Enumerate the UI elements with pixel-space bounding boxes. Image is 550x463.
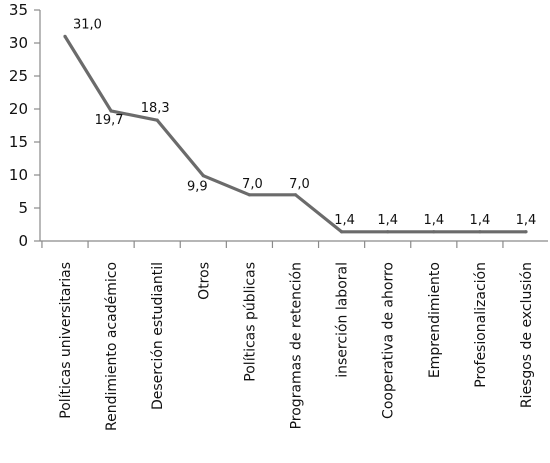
series-line-group — [63, 34, 528, 234]
category-label: Otros — [196, 262, 212, 300]
x-axis — [40, 240, 548, 248]
category-label: Políticas públicas — [242, 262, 258, 382]
y-tick-label: 30 — [9, 34, 28, 52]
category-label: Políticas universitarias — [58, 262, 74, 419]
data-label: 18,3 — [141, 101, 170, 116]
category-label: Rendimiento académico — [104, 262, 120, 431]
y-tick-label: 0 — [18, 232, 28, 250]
y-tick-label: 35 — [9, 1, 28, 19]
category-label: inserción laboral — [335, 262, 351, 378]
data-point — [432, 230, 436, 234]
category-label: Deserción estudiantil — [150, 262, 166, 410]
data-point — [340, 230, 344, 234]
category-label: Programas de retención — [289, 262, 305, 429]
data-label: 1,4 — [470, 213, 491, 228]
data-point — [247, 193, 251, 197]
data-point — [293, 193, 298, 197]
category-label: Cooperativa de ahorro — [381, 262, 397, 419]
y-tick-label: 10 — [9, 166, 28, 184]
data-label: 1,4 — [377, 213, 398, 228]
data-label: 19,7 — [95, 113, 124, 128]
data-point — [201, 174, 205, 178]
y-tick-label: 25 — [9, 67, 28, 85]
data-point — [524, 230, 528, 234]
data-point — [478, 230, 482, 234]
data-labels: 31,0 19,7 18,3 9,9 7,0 7,0 1,4 1,4 1,4 1,4 1,4 — [73, 17, 536, 227]
data-label: 9,9 — [187, 180, 208, 195]
y-tick-label: 20 — [9, 100, 28, 118]
y-tick-label: 15 — [9, 133, 28, 151]
data-point — [386, 230, 390, 234]
data-point — [109, 109, 113, 113]
series-line — [63, 35, 526, 234]
data-label: 1,4 — [423, 213, 444, 228]
category-label: Profesionalización — [473, 262, 489, 388]
y-axis: 0 5 10 15 20 25 30 35 — [9, 1, 41, 250]
data-label: 7,0 — [289, 177, 310, 192]
y-tick-label: 5 — [18, 199, 28, 217]
category-label: Emprendimiento — [427, 262, 443, 378]
category-label: Riesgos de exclusión — [519, 262, 535, 408]
category-labels: Políticas universitarias Rendimiento acad… — [58, 262, 535, 431]
data-point — [155, 118, 159, 122]
data-label: 1,4 — [516, 213, 537, 228]
data-label: 7,0 — [242, 177, 263, 192]
data-label: 1,4 — [334, 213, 355, 228]
data-point — [63, 34, 67, 39]
data-label: 31,0 — [73, 17, 102, 32]
